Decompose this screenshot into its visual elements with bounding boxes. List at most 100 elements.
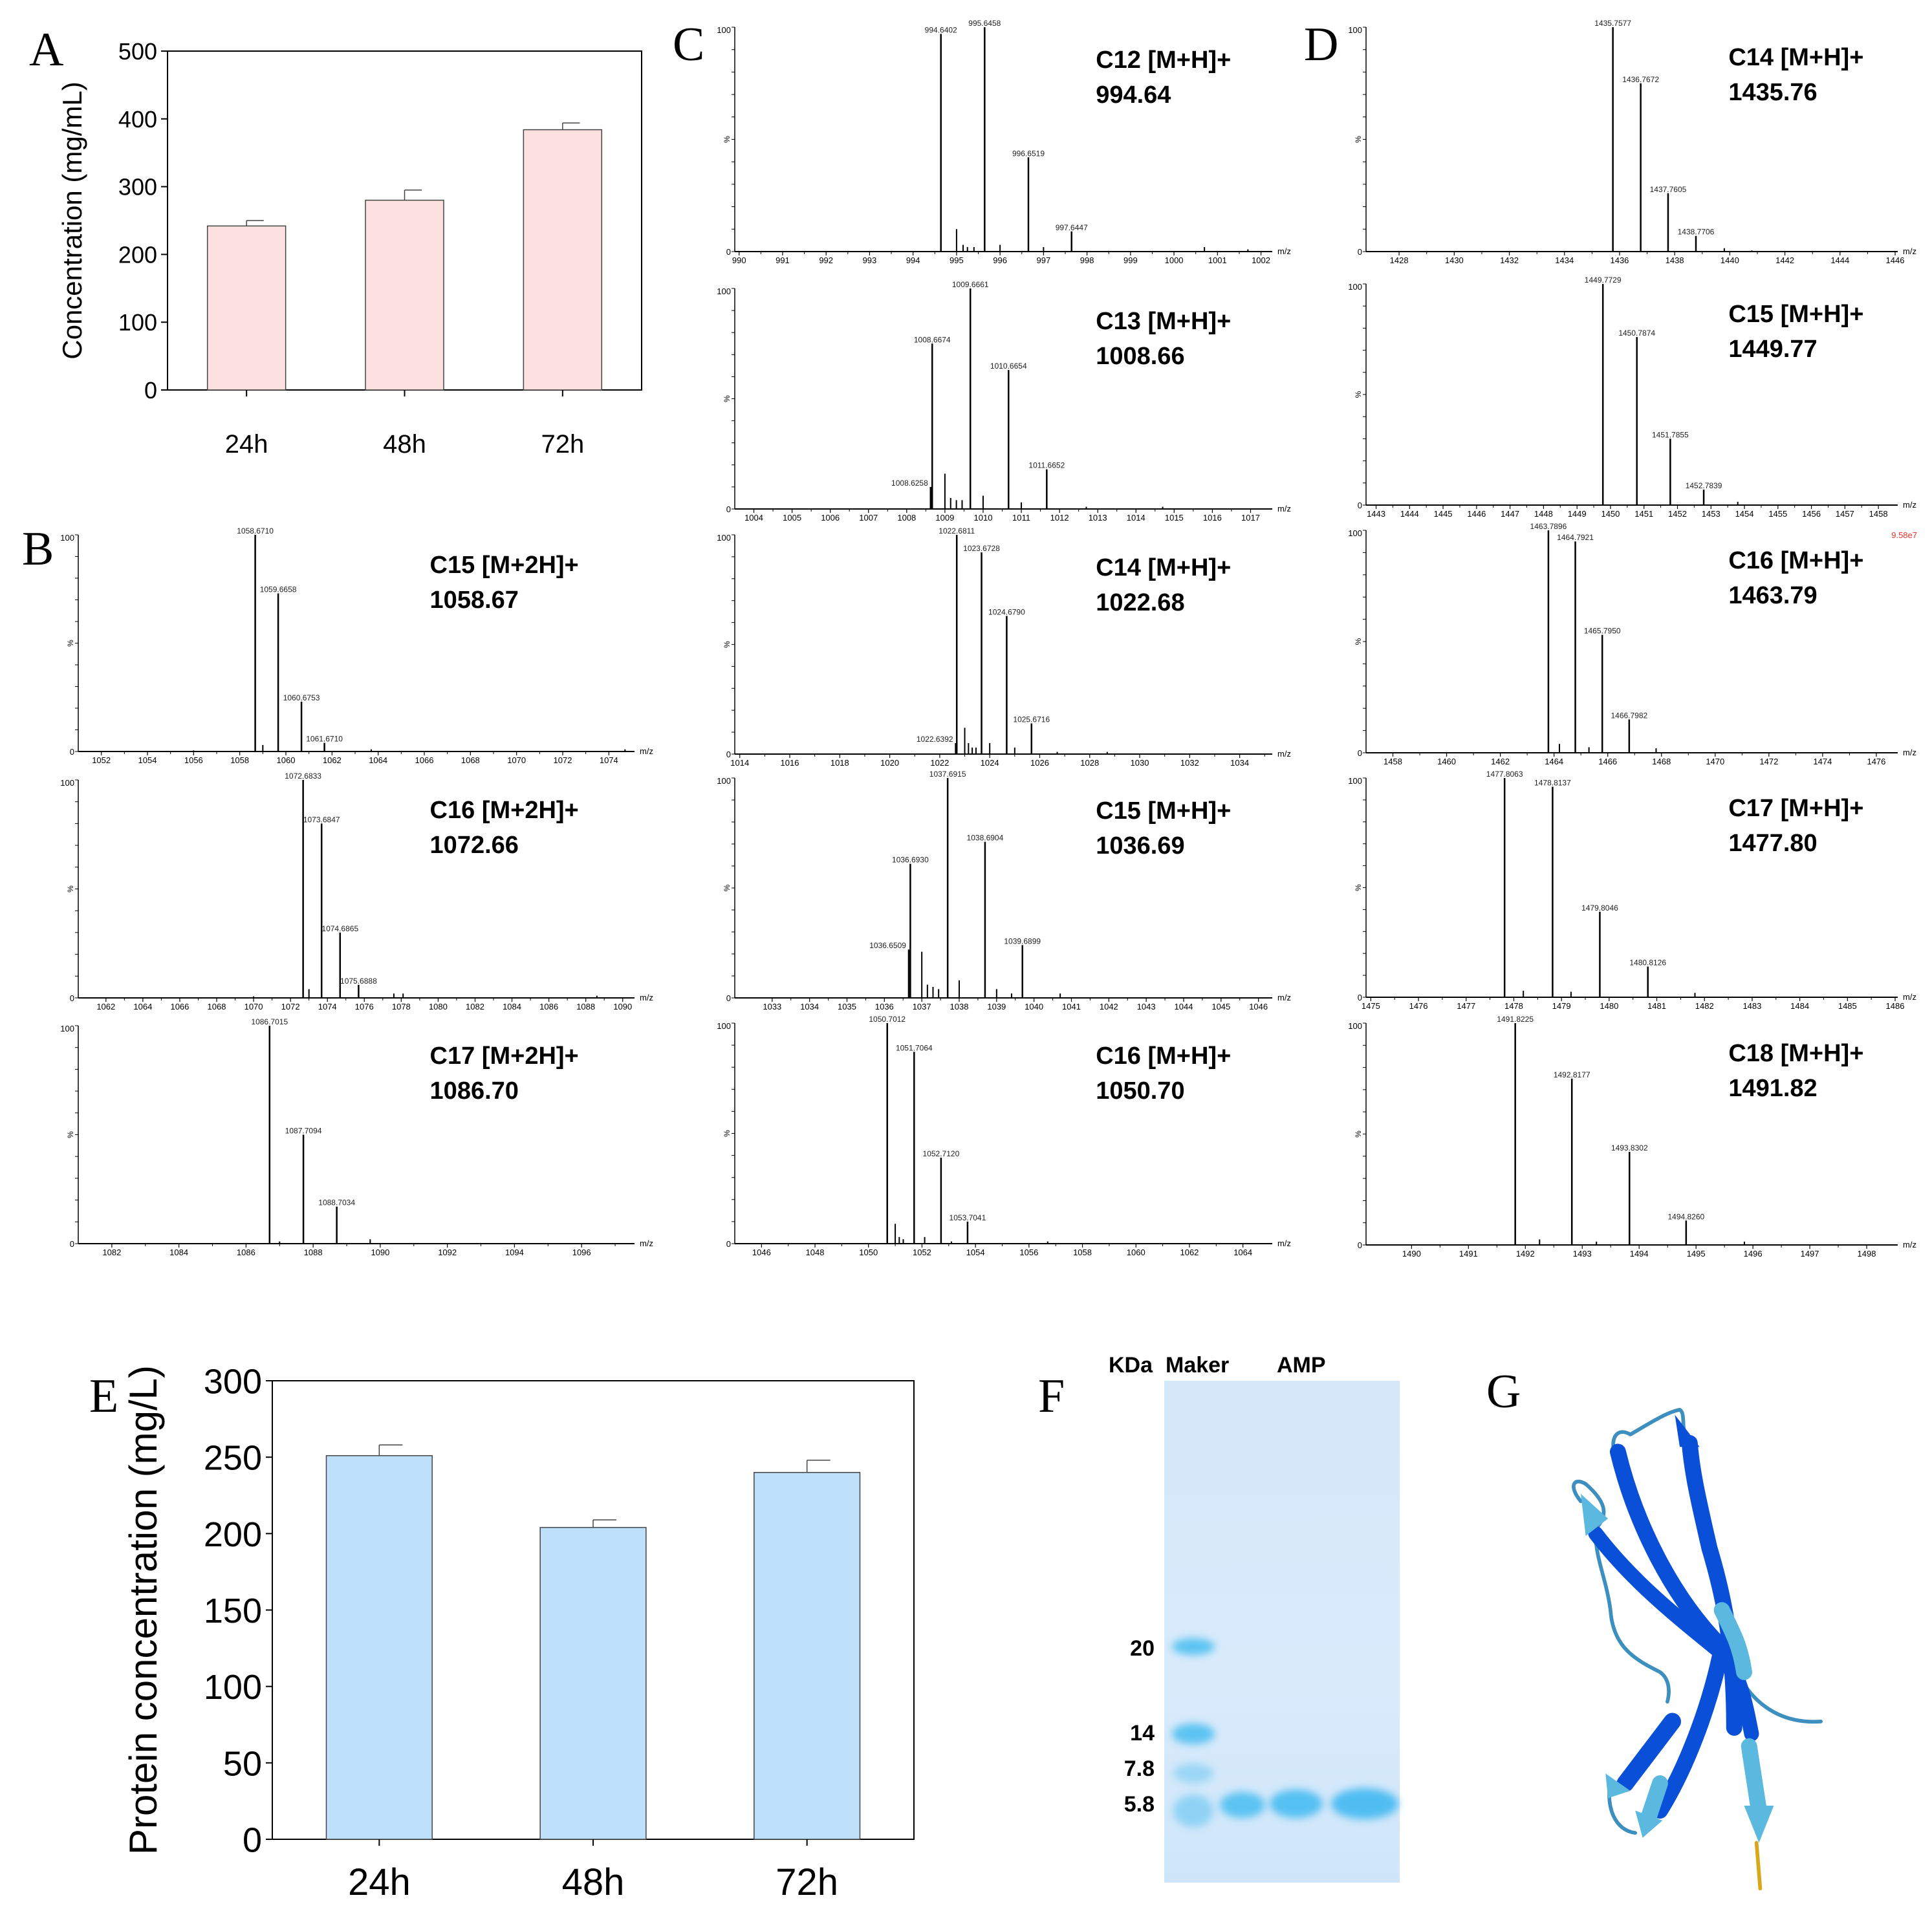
y-axis-label: %	[1354, 1130, 1363, 1138]
y-tick-label: 100	[60, 1024, 74, 1033]
bar-chart-a: 0 100 200 300 400 500 Concentration (mg/mL) 24h…	[57, 38, 642, 459]
peak-label: 1037.6915	[929, 770, 966, 779]
x-tick-label: 1050	[859, 1248, 878, 1257]
x-tick-label: 1074	[600, 755, 618, 765]
species-annotation: C15 [M+H]+ 1449.77	[1728, 297, 1863, 367]
y-axis-label: Protein concentration (mg/L)	[122, 1365, 165, 1855]
species-title: C16 [M+H]+	[1728, 547, 1864, 574]
x-tick-label: 1046	[1249, 1002, 1268, 1011]
x-tick-label: 1068	[208, 1002, 226, 1011]
peak-label: 1464.7921	[1557, 533, 1594, 542]
intensity-max-label: 9.58e7	[1891, 530, 1917, 540]
x-axis-label: m/z	[1903, 748, 1916, 757]
x-tick-label: 1001	[1208, 255, 1227, 265]
x-tick-label: 1008	[897, 513, 916, 523]
y-axis-label: %	[66, 640, 75, 647]
peak-label: 1452.7839	[1686, 481, 1722, 490]
x-tick-label: 1475	[1362, 1001, 1380, 1011]
x-tick-label: 1443	[1367, 509, 1385, 519]
x-tick-label: 1016	[781, 758, 799, 768]
y-tick-label: 50	[223, 1744, 262, 1783]
x-tick-label: 1491	[1459, 1249, 1478, 1259]
x-tick-label: 24h	[348, 1861, 411, 1903]
y-tick-label: 300	[118, 174, 157, 200]
protein-structure	[1572, 1407, 1823, 1891]
species-annotation: C16 [M+H]+ 1463.79	[1728, 543, 1863, 613]
peak-label: 1477.8063	[1486, 770, 1523, 779]
x-tick-label: 1020	[880, 758, 899, 768]
marker-size-label: 14	[1130, 1721, 1155, 1746]
marker-size-label: 20	[1130, 1636, 1155, 1661]
x-tick-label: 1064	[369, 755, 387, 765]
y-tick-label: 400	[118, 106, 157, 133]
x-tick-label: 1045	[1211, 1002, 1230, 1011]
x-tick-label: 997	[1037, 255, 1051, 265]
y-axis-label: Concentration (mg/mL)	[57, 81, 87, 360]
panel-label-f: F	[1038, 1370, 1065, 1423]
peak-label: 1451.7855	[1652, 430, 1689, 439]
y-tick-label: 0	[1358, 501, 1362, 510]
marker-band-14	[1172, 1724, 1215, 1744]
species-title: C16 [M+2H]+	[429, 797, 579, 824]
beta-strand-light	[1713, 1602, 1752, 1680]
x-tick-label: 1036	[875, 1002, 894, 1011]
x-tick-label: 1498	[1858, 1249, 1876, 1259]
y-tick-label: 0	[1358, 748, 1362, 758]
x-tick-label: 1082	[102, 1248, 121, 1257]
species-mass: 1072.66	[429, 832, 519, 859]
species-annotation: C17 [M+2H]+ 1086.70	[430, 1039, 579, 1108]
mass-spectrum: 100 0% m/z 1033 1034 1035 1036 1037 1038 1039 1040…	[717, 770, 1291, 1011]
peak-label: 1022.6811	[939, 526, 975, 535]
peak-label: 1491.8225	[1497, 1015, 1534, 1024]
y-tick-label: 100	[717, 1021, 731, 1031]
x-tick-label: 1494	[1630, 1249, 1649, 1259]
mass-spectrum: 100 0% m/z 1062 1064 1066 1068 1070 1072 1074 1076…	[60, 772, 653, 1011]
peak-label: 1074.6865	[321, 924, 358, 933]
x-tick-label: 1451	[1634, 509, 1653, 519]
x-tick-label: 1496	[1744, 1249, 1763, 1259]
x-tick-label: 1090	[613, 1002, 632, 1011]
species-title: C13 [M+H]+	[1096, 307, 1232, 335]
x-tick-label: 1458	[1869, 509, 1888, 519]
peak-label: 996.6519	[1012, 149, 1045, 158]
x-tick-label: 1026	[1030, 758, 1049, 768]
x-tick-label: 1033	[763, 1002, 781, 1011]
species-annotation: C16 [M+2H]+ 1072.66	[430, 793, 579, 863]
peak-label: 1061.6710	[306, 735, 343, 744]
species-annotation: C17 [M+H]+ 1477.80	[1728, 791, 1863, 861]
x-tick-label: 1040	[1025, 1002, 1043, 1011]
x-tick-label: 1038	[950, 1002, 969, 1011]
y-axis-label: %	[1354, 136, 1363, 143]
x-axis-label: m/z	[1277, 246, 1291, 256]
x-tick-label: 1007	[859, 513, 878, 523]
x-tick-label: 1440	[1720, 255, 1739, 265]
x-tick-label: 1478	[1504, 1001, 1523, 1011]
x-tick-label: 1046	[752, 1248, 771, 1257]
peak-label: 1450.7874	[1618, 329, 1655, 338]
x-tick-label: 993	[863, 255, 877, 265]
x-axis-label: m/z	[1903, 246, 1916, 256]
x-tick-label: 990	[732, 255, 746, 265]
species-mass: 1435.76	[1728, 79, 1818, 106]
y-tick-label: 0	[1358, 1240, 1362, 1250]
peak-label: 1088.7034	[318, 1198, 355, 1207]
x-tick-label: 1480	[1600, 1001, 1618, 1011]
x-tick-label: 1479	[1552, 1001, 1571, 1011]
y-tick-label: 100	[60, 533, 74, 543]
peak-label: 1466.7982	[1611, 711, 1647, 720]
x-tick-label: 1455	[1768, 509, 1787, 519]
x-tick-label: 1022	[930, 758, 949, 768]
y-axis-label: %	[1354, 638, 1363, 645]
x-tick-label: 1012	[1050, 513, 1069, 523]
x-tick-label: 1096	[572, 1248, 591, 1257]
x-tick-label: 1493	[1573, 1249, 1592, 1259]
peak-label: 1492.8177	[1554, 1070, 1590, 1079]
species-annotation: C15 [M+2H]+ 1058.67	[430, 548, 579, 618]
x-tick-label: 1468	[1652, 757, 1671, 766]
x-tick-label: 1458	[1384, 757, 1402, 766]
x-tick-label: 1495	[1687, 1249, 1706, 1259]
x-tick-label: 24h	[225, 430, 268, 459]
x-tick-label: 1009	[935, 513, 954, 523]
beta-strand-light	[1639, 1775, 1668, 1829]
peak-label: 1036.6930	[892, 856, 929, 865]
